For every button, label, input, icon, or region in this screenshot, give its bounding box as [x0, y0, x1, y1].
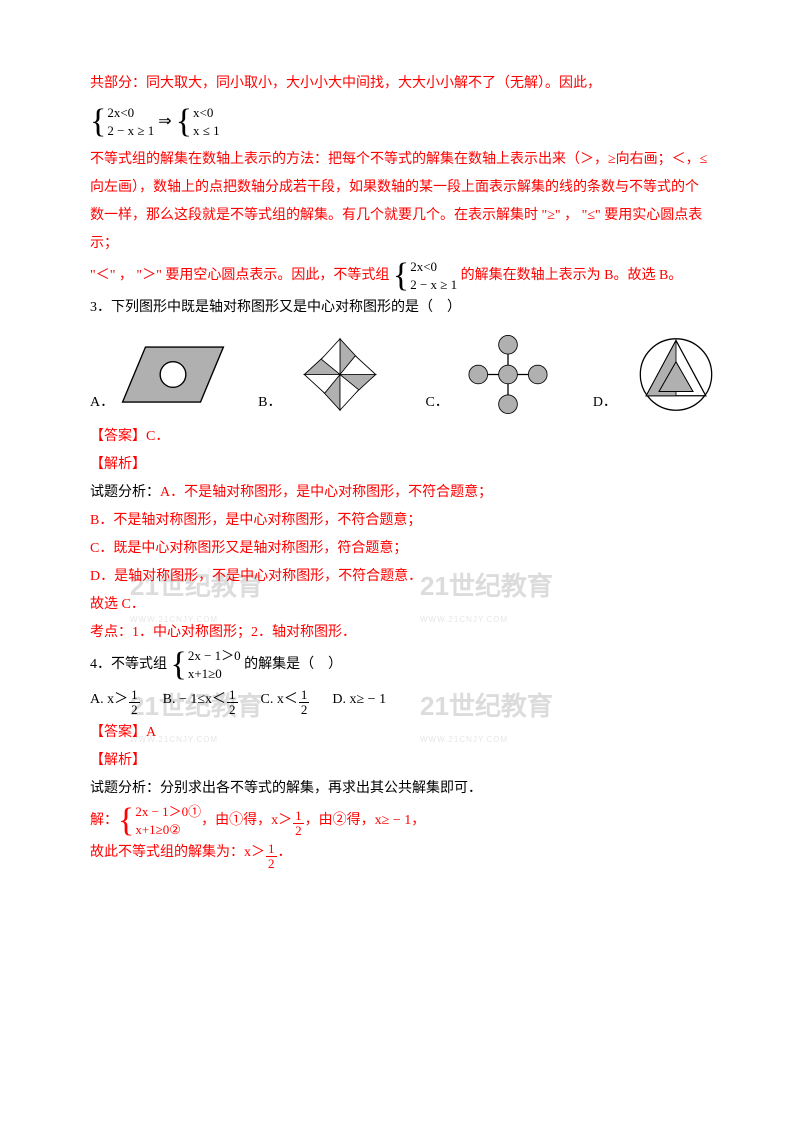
para3-a: "＜" ， "＞" 要用空心圆点表示。因此，不等式组	[90, 268, 393, 283]
q4-stem: 4．不等式组 { 2x − 1＞0 x+1≥0 的解集是（ ）	[90, 647, 710, 683]
q4-opt-a: A. x＞ 12	[90, 685, 141, 715]
q4-analysis-text: 分别求出各不等式的解集，再求出其公共解集即可．	[160, 781, 482, 796]
opt-b-label: B．	[258, 389, 281, 417]
para3-b: 的解集在数轴上表示为 B。故选 B。	[461, 268, 683, 283]
eq-line: x ≤ 1	[193, 122, 220, 140]
figure-circles-cross-icon	[453, 332, 563, 417]
q3-figures: A． B．	[90, 332, 710, 417]
q4-jiexi-label: 【解析】	[90, 747, 710, 775]
opt-b-text: B. − 1≤x＜	[163, 686, 226, 714]
analysis-lead: 试题分析：	[90, 781, 160, 796]
eq-line: 2x − 1＞0①	[135, 803, 201, 821]
para-3: "＜" ， "＞" 要用空心圆点表示。因此，不等式组 { 2x<0 2 − x …	[90, 258, 710, 294]
q4-analysis: 试题分析：分别求出各不等式的解集，再求出其公共解集即可．	[90, 775, 710, 803]
opt-d-text: D. x≥ − 1	[332, 686, 386, 714]
eq-line: x+1≥0	[188, 665, 241, 683]
intro-text: 共部分：同大取大，同小取小，大小小大中间找，大大小小解不了（无解）。因此，	[90, 70, 710, 98]
eq-line: 2x − 1＞0	[188, 647, 241, 665]
q4-opt-b: B. − 1≤x＜ 12	[163, 685, 239, 715]
figure-parallelogram-icon	[118, 332, 228, 417]
final-a: 故此不等式组的解集为：x＞	[90, 839, 265, 867]
sol-b: ，由①得，x＞	[201, 807, 292, 835]
opt-c-label: C．	[425, 389, 448, 417]
final-b: ．	[278, 839, 292, 867]
q4-solution: 解： { 2x − 1＞0① x+1≥0② ，由①得，x＞ 12 ，由②得，x≥…	[90, 803, 710, 839]
q4-final: 故此不等式组的解集为：x＞ 12 ．	[90, 839, 710, 869]
opt-a-label: A．	[90, 389, 114, 417]
q4-opt-c: C. x＜ 12	[261, 685, 311, 715]
equation-1: { 2x<0 2 − x ≥ 1 ⇒ { x<0 x ≤ 1	[90, 104, 220, 140]
q4-stem-b: 的解集是（ ）	[244, 657, 342, 672]
eq-line: 2 − x ≥ 1	[107, 122, 154, 140]
eq-line: x<0	[193, 104, 220, 122]
q3-a-text: A．不是轴对称图形，是中心对称图形，不符合题意；	[160, 485, 492, 500]
q3-analysis-a: 试题分析：A．不是轴对称图形，是中心对称图形，不符合题意；	[90, 479, 710, 507]
q3-jiexi-label: 【解析】	[90, 451, 710, 479]
q3-stem: 3．下列图形中既是轴对称图形又是中心对称图形的是（ ）	[90, 294, 710, 322]
eq-line: 2x<0	[410, 258, 457, 276]
q3-answer: 【答案】C．	[90, 423, 710, 451]
q3-select: 故选 C．	[90, 591, 710, 619]
figure-circle-triangles-icon	[621, 332, 731, 417]
figure-pinwheel-icon	[285, 332, 395, 417]
opt-a-text: A. x＞	[90, 686, 128, 714]
q4-answer: 【答案】A	[90, 719, 710, 747]
eq-line: 2 − x ≥ 1	[410, 276, 457, 294]
q3-analysis-b: B．不是轴对称图形，是中心对称图形，不符合题意；	[90, 507, 710, 535]
q4-options: A. x＞ 12 B. − 1≤x＜ 12 C. x＜ 12 D. x≥ − 1	[90, 685, 710, 715]
eq-line: x+1≥0②	[135, 821, 201, 839]
eq-line: 2x<0	[107, 104, 154, 122]
q3-kaodian: 考点：1．中心对称图形；2．轴对称图形．	[90, 619, 710, 647]
q4-stem-a: 4．不等式组	[90, 657, 171, 672]
q4-opt-d: D. x≥ − 1	[332, 685, 386, 715]
sol-c: ，由②得，x≥ − 1，	[305, 807, 426, 835]
q3-analysis-c: C．既是中心对称图形又是轴对称图形，符合题意；	[90, 535, 710, 563]
para-2: 不等式组的解集在数轴上表示的方法：把每个不等式的解集在数轴上表示出来（＞，≥向右…	[90, 146, 710, 258]
opt-c-text: C. x＜	[261, 686, 298, 714]
q3-analysis-d: D．是轴对称图形，不是中心对称图形，不符合题意．	[90, 563, 710, 591]
analysis-lead: 试题分析：	[90, 485, 160, 500]
sol-a: 解：	[90, 807, 118, 835]
opt-d-label: D．	[593, 389, 617, 417]
